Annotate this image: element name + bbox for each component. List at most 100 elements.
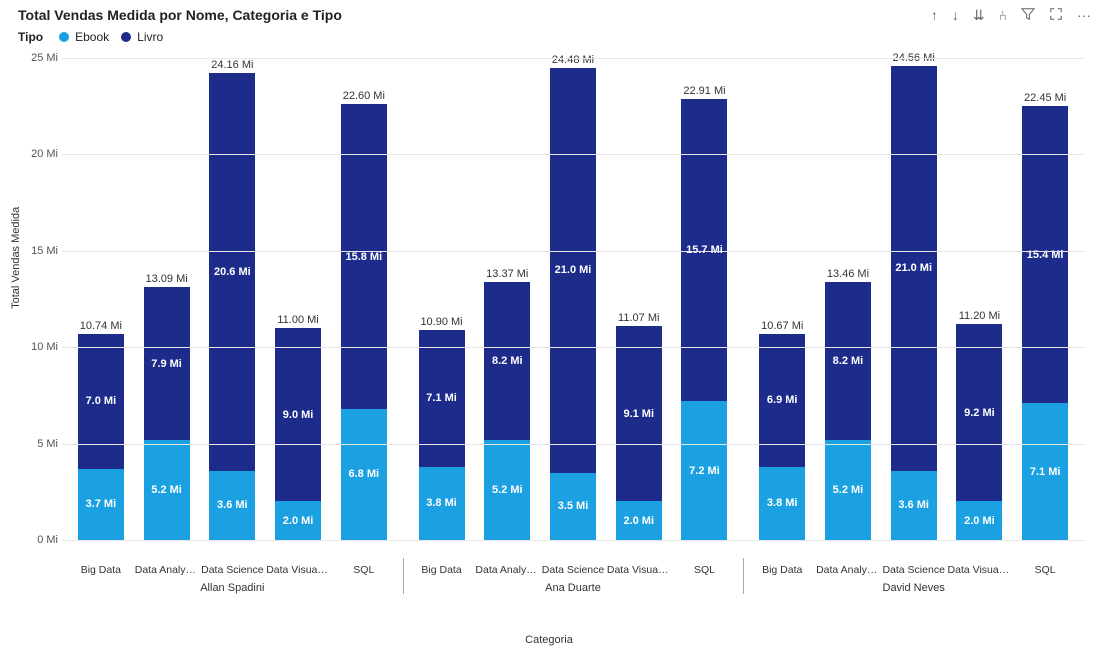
bar-total-label: 24.48 Mi bbox=[552, 54, 594, 66]
bar-segment-livro[interactable]: 7.9 Mi bbox=[144, 287, 190, 439]
bar-stack: 3.8 Mi6.9 Mi bbox=[759, 334, 805, 540]
bar[interactable]: 22.91 Mi 7.2 Mi15.7 Mi bbox=[672, 58, 738, 540]
bar-segment-livro[interactable]: 15.8 Mi bbox=[341, 104, 387, 409]
category-label: Data Analytics bbox=[474, 560, 540, 576]
bar-segment-livro[interactable]: 9.1 Mi bbox=[616, 326, 662, 501]
category-label: Data Visualiz... bbox=[947, 560, 1013, 576]
bar-stack: 5.2 Mi7.9 Mi bbox=[144, 287, 190, 540]
bar[interactable]: 22.45 Mi 7.1 Mi15.4 Mi bbox=[1012, 58, 1078, 540]
bar-groups: 10.74 Mi 3.7 Mi7.0 Mi13.09 Mi5.2 Mi7.9 Mi… bbox=[62, 58, 1084, 540]
y-tick-label: 10 Mi bbox=[18, 341, 58, 353]
bar[interactable]: 10.90 Mi3.8 Mi7.1 Mi bbox=[409, 58, 475, 540]
bar-total-label: 22.45 Mi bbox=[1024, 92, 1066, 104]
bar-segment-livro[interactable]: 20.6 Mi bbox=[209, 73, 255, 470]
bar-segment-livro[interactable]: 6.9 Mi bbox=[759, 334, 805, 467]
bar-segment-livro[interactable]: 8.2 Mi bbox=[825, 282, 871, 440]
more-options-icon[interactable]: ··· bbox=[1077, 8, 1091, 22]
bar-segment-livro[interactable]: 9.0 Mi bbox=[275, 328, 321, 502]
category-labels: Big DataData AnalyticsData ScienceData V… bbox=[62, 560, 1084, 576]
bar-stack: 7.1 Mi15.4 Mi bbox=[1022, 106, 1068, 540]
bar[interactable]: 13.37 Mi 5.2 Mi8.2 Mi bbox=[474, 58, 540, 540]
y-tick-label: 0 Mi bbox=[18, 534, 58, 546]
legend-swatch-livro[interactable] bbox=[121, 32, 131, 42]
bar-segment-livro[interactable]: 9.2 Mi bbox=[956, 324, 1002, 501]
bar-segment-ebook[interactable]: 5.2 Mi bbox=[144, 440, 190, 540]
bar-segment-livro[interactable]: 21.0 Mi bbox=[550, 68, 596, 473]
category-label: Data Analytics bbox=[815, 560, 881, 576]
category-label: Big Data bbox=[68, 560, 134, 576]
bar-stack: 2.0 Mi9.1 Mi bbox=[616, 326, 662, 540]
bar[interactable]: 24.56 Mi3.6 Mi21.0 Mi bbox=[881, 58, 947, 540]
bar[interactable]: 10.74 Mi 3.7 Mi7.0 Mi bbox=[68, 58, 134, 540]
bar-total-label: 11.00 Mi bbox=[277, 314, 318, 326]
bar[interactable]: 13.09 Mi5.2 Mi7.9 Mi bbox=[134, 58, 200, 540]
bar-segment-ebook[interactable]: 7.1 Mi bbox=[1022, 403, 1068, 540]
category-label: SQL bbox=[672, 560, 738, 576]
bar-segment-livro[interactable]: 21.0 Mi bbox=[891, 66, 937, 471]
bar-segment-livro[interactable]: 7.1 Mi bbox=[419, 330, 465, 467]
bar-total-label: 22.91 Mi bbox=[683, 85, 725, 97]
category-label: Data Science bbox=[881, 560, 947, 576]
y-tick-label: 20 Mi bbox=[18, 148, 58, 160]
y-axis-label: Total Vendas Medida bbox=[10, 207, 22, 309]
bar-segment-livro[interactable]: 8.2 Mi bbox=[484, 282, 530, 440]
bar[interactable]: 10.67 Mi3.8 Mi6.9 Mi bbox=[749, 58, 815, 540]
drill-down-icon[interactable]: ↓ bbox=[952, 8, 959, 22]
bar-segment-ebook[interactable]: 3.7 Mi bbox=[78, 469, 124, 540]
bar[interactable]: 11.20 Mi 2.0 Mi9.2 Mi bbox=[947, 58, 1013, 540]
legend-swatch-ebook[interactable] bbox=[59, 32, 69, 42]
legend-title: Tipo bbox=[18, 30, 43, 44]
bar-segment-ebook[interactable]: 3.8 Mi bbox=[759, 467, 805, 540]
category-label: Data Visualiz... bbox=[606, 560, 672, 576]
bar-segment-ebook[interactable]: 3.6 Mi bbox=[891, 471, 937, 540]
bar-segment-ebook[interactable]: 3.5 Mi bbox=[550, 473, 596, 540]
bar-total-label: 24.16 Mi bbox=[211, 59, 253, 71]
bar-stack: 5.2 Mi8.2 Mi bbox=[825, 282, 871, 540]
category-label: Data Science bbox=[540, 560, 606, 576]
bar-total-label: 13.46 Mi bbox=[827, 268, 869, 280]
filter-icon[interactable] bbox=[1021, 7, 1035, 23]
gridline bbox=[62, 347, 1084, 348]
expand-down-icon[interactable]: ⇊ bbox=[973, 8, 985, 22]
category-label: Data Visualiz... bbox=[265, 560, 331, 576]
focus-mode-icon[interactable] bbox=[1049, 7, 1063, 23]
gridline bbox=[62, 251, 1084, 252]
author-label: Allan Spadini bbox=[62, 582, 403, 594]
bar-segment-ebook[interactable]: 2.0 Mi bbox=[616, 501, 662, 540]
bar[interactable]: 22.60 Mi 6.8 Mi15.8 Mi bbox=[331, 58, 397, 540]
bar-segment-livro[interactable]: 15.4 Mi bbox=[1022, 106, 1068, 403]
bar-segment-ebook[interactable]: 3.8 Mi bbox=[419, 467, 465, 540]
bar-segment-ebook[interactable]: 5.2 Mi bbox=[484, 440, 530, 540]
drill-up-icon[interactable]: ↑ bbox=[931, 8, 938, 22]
bar[interactable]: 24.48 Mi3.5 Mi21.0 Mi bbox=[540, 58, 606, 540]
bar-total-label: 13.37 Mi bbox=[486, 268, 528, 280]
bar-stack: 7.2 Mi15.7 Mi bbox=[681, 99, 727, 541]
bar-total-label: 11.20 Mi bbox=[959, 310, 1000, 322]
bar-total-label: 10.74 Mi bbox=[80, 320, 122, 332]
bar-segment-ebook[interactable]: 2.0 Mi bbox=[275, 501, 321, 540]
gridline bbox=[62, 58, 1084, 59]
plot-area: 10.74 Mi 3.7 Mi7.0 Mi13.09 Mi5.2 Mi7.9 Mi… bbox=[62, 58, 1084, 540]
bar-stack: 5.2 Mi8.2 Mi bbox=[484, 282, 530, 540]
bar-segment-ebook[interactable]: 3.6 Mi bbox=[209, 471, 255, 540]
bar-segment-ebook[interactable]: 6.8 Mi bbox=[341, 409, 387, 540]
hierarchy-icon[interactable]: ⑃ bbox=[999, 8, 1007, 22]
bar[interactable]: 13.46 Mi 5.2 Mi8.2 Mi bbox=[815, 58, 881, 540]
bar-segment-livro[interactable]: 7.0 Mi bbox=[78, 334, 124, 469]
legend-item-livro[interactable]: Livro bbox=[137, 30, 163, 44]
author-group: 10.74 Mi 3.7 Mi7.0 Mi13.09 Mi5.2 Mi7.9 Mi… bbox=[62, 58, 403, 540]
legend-item-ebook[interactable]: Ebook bbox=[75, 30, 109, 44]
bar-segment-ebook[interactable]: 2.0 Mi bbox=[956, 501, 1002, 540]
author-label: Ana Duarte bbox=[403, 582, 744, 594]
bar-total-label: 22.60 Mi bbox=[343, 90, 385, 102]
bar[interactable]: 11.07 Mi2.0 Mi9.1 Mi bbox=[606, 58, 672, 540]
y-tick-label: 15 Mi bbox=[18, 245, 58, 257]
bar-stack: 6.8 Mi15.8 Mi bbox=[341, 104, 387, 540]
bar[interactable]: 11.00 Mi 2.0 Mi9.0 Mi bbox=[265, 58, 331, 540]
y-tick-label: 5 Mi bbox=[18, 438, 58, 450]
legend: Tipo Ebook Livro bbox=[0, 28, 1103, 52]
bar-segment-ebook[interactable]: 7.2 Mi bbox=[681, 401, 727, 540]
bar-stack: 3.6 Mi20.6 Mi bbox=[209, 73, 255, 540]
bar-segment-ebook[interactable]: 5.2 Mi bbox=[825, 440, 871, 540]
bar[interactable]: 24.16 Mi 3.6 Mi20.6 Mi bbox=[199, 58, 265, 540]
